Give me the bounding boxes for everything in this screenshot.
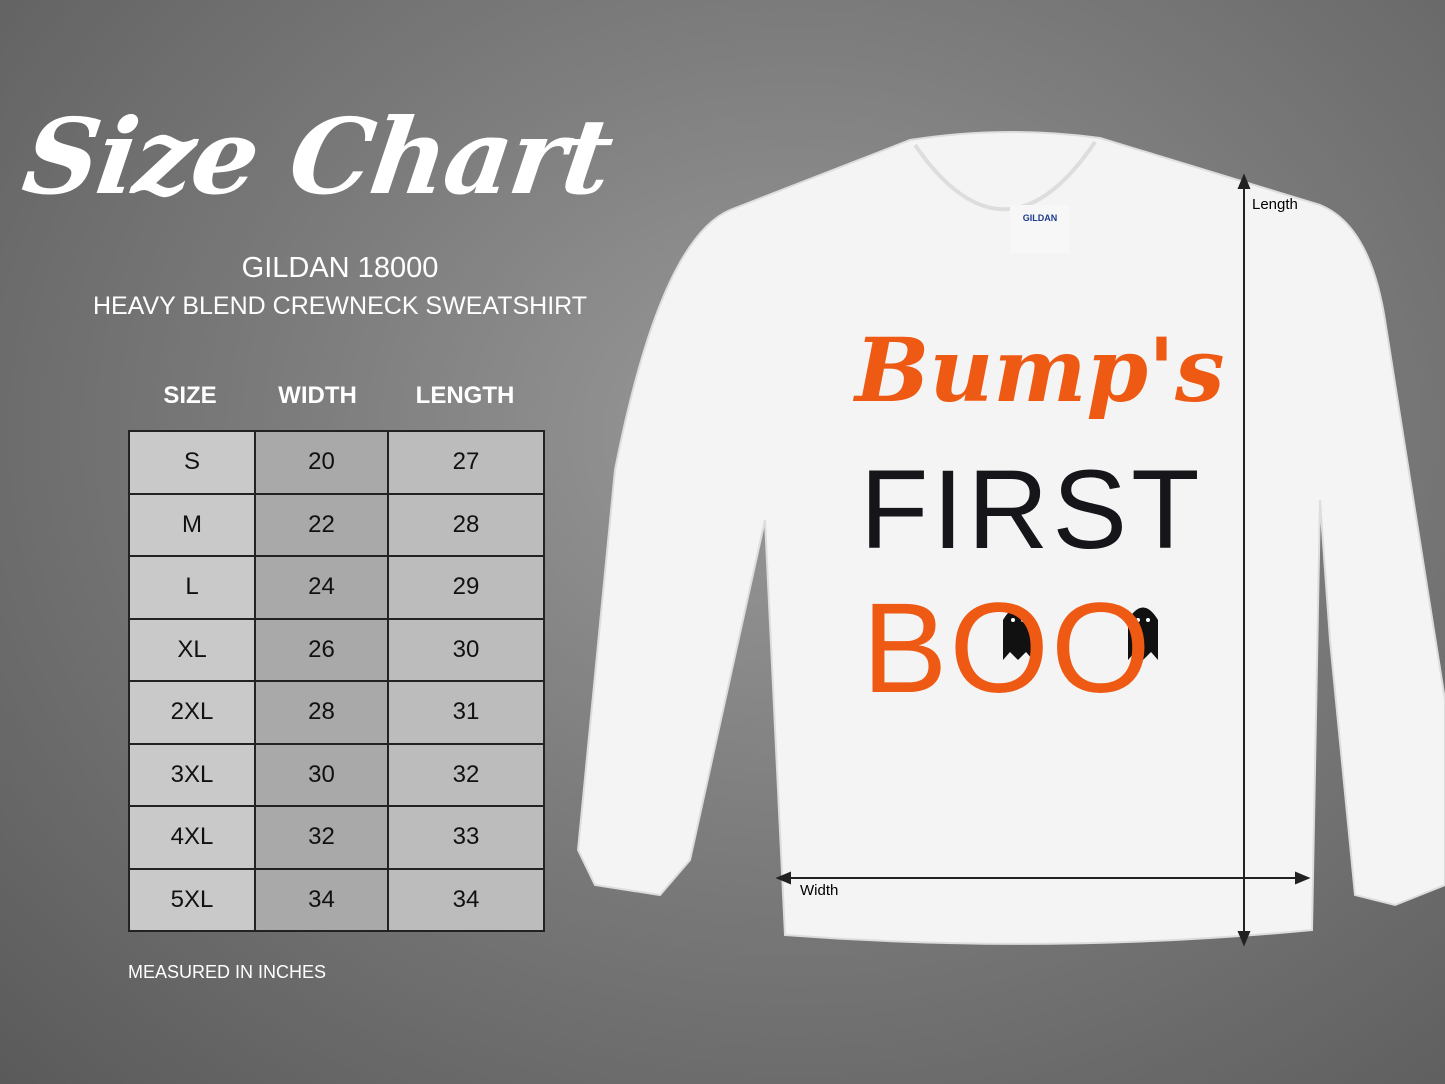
- length-cell: 32: [387, 742, 545, 807]
- width-cell: 26: [254, 617, 389, 682]
- sweatshirt-collar: [913, 140, 1097, 212]
- size-cell: 2XL: [128, 680, 256, 745]
- gildan-tag: GILDAN: [1010, 205, 1070, 253]
- product-model: GILDAN 18000: [241, 252, 439, 284]
- ghost-icon: [1003, 607, 1033, 660]
- table-row: 4XL 32 33: [128, 805, 545, 870]
- product-description: HEAVY BLEND CREWNECK SWEATSHIRT: [92, 292, 588, 320]
- width-cell: 24: [254, 555, 389, 620]
- length-cell: 30: [387, 617, 545, 682]
- length-cell: 33: [387, 805, 545, 870]
- width-cell: 20: [254, 430, 389, 495]
- table-row: 5XL 34 34: [128, 867, 545, 932]
- size-cell: S: [128, 430, 256, 495]
- length-arrow: [1237, 173, 1251, 947]
- length-cell: 28: [387, 492, 545, 557]
- width-arrow: [775, 871, 1311, 885]
- arrow-head-right: [1295, 871, 1311, 885]
- length-label: Length: [1252, 196, 1298, 213]
- length-cell: 29: [387, 555, 545, 620]
- table-row: L 24 29: [128, 555, 545, 620]
- length-cell: 34: [387, 867, 545, 932]
- tag-brand: GILDAN: [1022, 213, 1058, 223]
- table-row: 2XL 28 31: [128, 680, 545, 745]
- design-line-boo: BOO: [862, 577, 1153, 720]
- size-cell: 4XL: [128, 805, 256, 870]
- ghost-icon: [1128, 607, 1158, 660]
- arrow-head-bottom: [1237, 931, 1251, 947]
- length-cell: 31: [387, 680, 545, 745]
- size-cell: 5XL: [128, 867, 256, 932]
- design-line-first: FIRST: [860, 447, 1204, 572]
- width-cell: 28: [254, 680, 389, 745]
- width-label: Width: [800, 882, 838, 899]
- table-row: S 20 27: [128, 430, 545, 495]
- width-cell: 32: [254, 805, 389, 870]
- size-cell: 3XL: [128, 742, 256, 807]
- column-header-length: LENGTH: [415, 382, 515, 409]
- size-table: S 20 27 M 22 28 L 24 29 XL 26 30 2XL 28 31 3XL 30 32 4XL 32…: [128, 430, 545, 932]
- arrow-head-top: [1237, 173, 1251, 189]
- column-header-width: WIDTH: [278, 382, 357, 409]
- sweatshirt-body: [576, 131, 1445, 945]
- table-row: 3XL 30 32: [128, 742, 545, 807]
- size-cell: L: [128, 555, 256, 620]
- size-cell: XL: [128, 617, 256, 682]
- width-cell: 34: [254, 867, 389, 932]
- size-cell: M: [128, 492, 256, 557]
- width-cell: 30: [254, 742, 389, 807]
- column-header-size: SIZE: [163, 382, 217, 409]
- measurement-note: MEASURED IN INCHES: [128, 962, 327, 982]
- arrow-head-left: [775, 871, 791, 885]
- width-cell: 22: [254, 492, 389, 557]
- table-row: XL 26 30: [128, 617, 545, 682]
- design-line-bumps: Bump's: [855, 318, 1225, 422]
- table-row: M 22 28: [128, 492, 545, 557]
- length-cell: 27: [387, 430, 545, 495]
